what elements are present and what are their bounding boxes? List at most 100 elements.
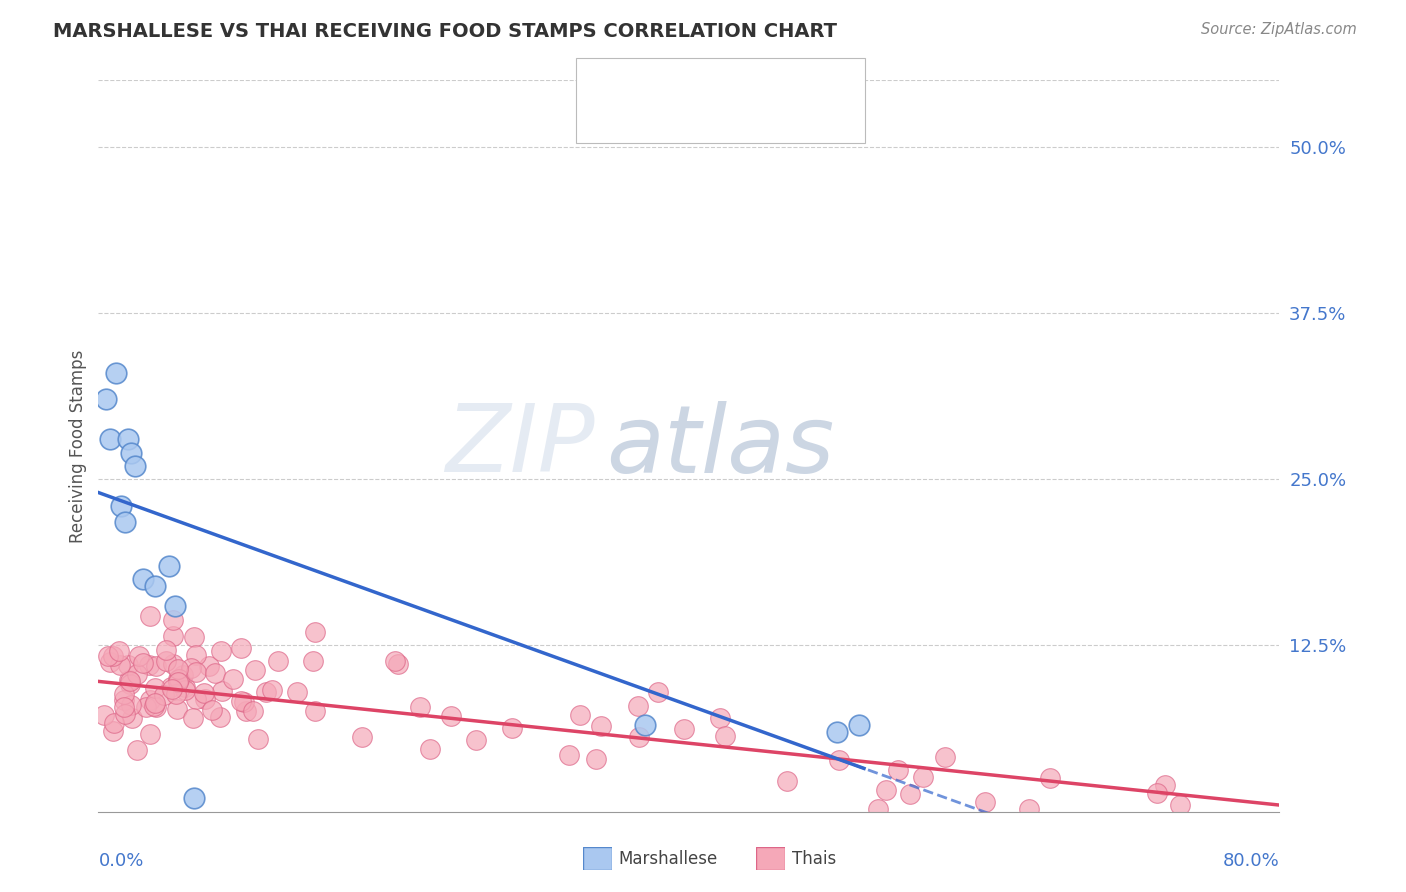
Point bbox=[165, 687, 187, 701]
Point bbox=[866, 802, 889, 816]
Point bbox=[714, 729, 737, 743]
Point bbox=[174, 680, 197, 694]
Point bbox=[194, 692, 217, 706]
Point bbox=[776, 774, 799, 789]
Point bbox=[143, 696, 166, 710]
Point bbox=[387, 657, 409, 671]
Point bbox=[204, 665, 226, 680]
Point bbox=[934, 749, 956, 764]
Point bbox=[1039, 771, 1062, 785]
Text: MARSHALLESE VS THAI RECEIVING FOOD STAMPS CORRELATION CHART: MARSHALLESE VS THAI RECEIVING FOOD STAMP… bbox=[53, 22, 838, 41]
Point bbox=[709, 711, 731, 725]
Point bbox=[352, 730, 374, 744]
Point bbox=[634, 718, 657, 732]
Point bbox=[235, 705, 257, 719]
Point bbox=[384, 655, 406, 669]
Point bbox=[98, 656, 121, 670]
Point bbox=[569, 707, 592, 722]
Point bbox=[180, 661, 202, 675]
Point bbox=[103, 716, 125, 731]
Point bbox=[242, 704, 264, 718]
Point bbox=[211, 683, 233, 698]
Point bbox=[302, 654, 325, 668]
Point bbox=[162, 630, 184, 644]
Point bbox=[183, 791, 205, 805]
Point bbox=[124, 458, 146, 473]
Y-axis label: Receiving Food Stamps: Receiving Food Stamps bbox=[69, 350, 87, 542]
Point bbox=[557, 747, 579, 762]
Point bbox=[589, 719, 612, 733]
Point bbox=[825, 725, 848, 739]
Point bbox=[673, 722, 696, 736]
Point bbox=[108, 644, 131, 658]
Point bbox=[875, 782, 897, 797]
Point bbox=[266, 655, 288, 669]
Point bbox=[409, 700, 432, 714]
Point bbox=[627, 730, 650, 744]
Point bbox=[183, 630, 205, 644]
Point bbox=[120, 698, 142, 712]
Point bbox=[112, 699, 135, 714]
Point bbox=[627, 699, 650, 714]
Point bbox=[143, 681, 166, 695]
Point bbox=[912, 770, 935, 784]
Point bbox=[900, 787, 922, 801]
Point bbox=[143, 698, 166, 713]
Point bbox=[98, 433, 121, 447]
Text: 16: 16 bbox=[759, 73, 782, 91]
Text: Marshallese: Marshallese bbox=[619, 850, 718, 868]
Point bbox=[138, 727, 160, 741]
Point bbox=[197, 659, 219, 673]
Point bbox=[160, 680, 183, 694]
Point bbox=[114, 706, 136, 721]
Point bbox=[132, 656, 155, 670]
Point bbox=[139, 692, 162, 706]
Point bbox=[138, 608, 160, 623]
Point bbox=[155, 643, 177, 657]
Point bbox=[101, 648, 124, 663]
Point bbox=[143, 579, 166, 593]
Point bbox=[153, 688, 176, 702]
Point bbox=[103, 723, 125, 738]
Point bbox=[501, 721, 523, 735]
Point bbox=[828, 753, 851, 767]
Point bbox=[209, 644, 232, 658]
Point bbox=[222, 672, 245, 686]
Point bbox=[167, 662, 190, 676]
Point bbox=[121, 710, 143, 724]
Point bbox=[162, 613, 184, 627]
Text: -0.472: -0.472 bbox=[665, 111, 724, 128]
Point bbox=[848, 718, 870, 732]
Text: N =: N = bbox=[724, 73, 761, 91]
Point bbox=[232, 695, 254, 709]
Point bbox=[125, 666, 148, 681]
Point bbox=[246, 732, 269, 747]
Text: -0.463: -0.463 bbox=[665, 73, 724, 91]
Point bbox=[166, 675, 188, 690]
Point bbox=[97, 648, 120, 663]
Point bbox=[208, 710, 231, 724]
Point bbox=[647, 684, 669, 698]
Point bbox=[1168, 798, 1191, 813]
Point bbox=[243, 663, 266, 677]
Point bbox=[260, 683, 283, 698]
Point bbox=[132, 572, 155, 586]
Point bbox=[108, 658, 131, 673]
Point bbox=[173, 682, 195, 697]
Point bbox=[231, 694, 253, 708]
Point bbox=[304, 704, 326, 718]
Point bbox=[166, 673, 188, 687]
Point bbox=[157, 558, 180, 573]
Point bbox=[172, 668, 194, 682]
Point bbox=[105, 366, 128, 380]
Point bbox=[165, 599, 187, 613]
Point bbox=[145, 659, 167, 673]
Text: 80.0%: 80.0% bbox=[1223, 852, 1279, 870]
Text: R =: R = bbox=[628, 73, 665, 91]
Text: 0.0%: 0.0% bbox=[98, 852, 143, 870]
Point bbox=[1154, 779, 1177, 793]
Point bbox=[110, 499, 132, 513]
Text: Source: ZipAtlas.com: Source: ZipAtlas.com bbox=[1201, 22, 1357, 37]
Point bbox=[155, 654, 177, 668]
Point bbox=[974, 795, 997, 809]
